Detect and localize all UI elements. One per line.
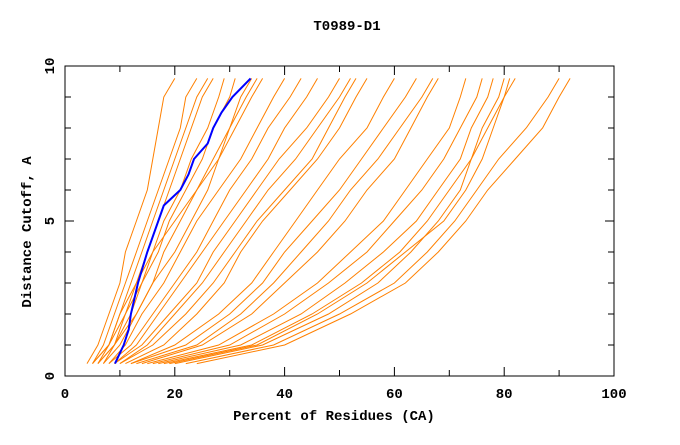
y-tick-label: 0 — [43, 372, 59, 380]
model-line-23 — [174, 78, 511, 365]
model-line-19 — [147, 78, 467, 365]
model-line-14 — [125, 78, 368, 365]
model-line-1 — [86, 78, 176, 364]
highlight-line — [114, 77, 252, 365]
model-line-22 — [163, 78, 505, 365]
model-line-12 — [119, 78, 351, 365]
model-line-10 — [114, 78, 318, 364]
model-line-5 — [102, 78, 225, 364]
x-tick-label: 0 — [61, 387, 69, 403]
x-tick-label: 20 — [166, 387, 183, 403]
y-tick-label: 5 — [43, 217, 59, 225]
model-line-18 — [141, 78, 439, 365]
model-line-8 — [108, 78, 286, 364]
series-layer — [86, 77, 571, 365]
model-line-7 — [103, 78, 258, 364]
model-line-11 — [114, 78, 340, 365]
model-line-15 — [130, 78, 395, 365]
model-line-21 — [158, 78, 494, 365]
model-line-17 — [136, 78, 434, 365]
x-tick-label: 100 — [601, 387, 626, 403]
model-line-16 — [130, 78, 417, 365]
model-line-25 — [196, 78, 571, 365]
model-line-2 — [92, 78, 198, 364]
model-line-13 — [119, 78, 357, 365]
model-line-9 — [108, 78, 302, 364]
model-line-6 — [97, 78, 236, 364]
y-tick-label: 10 — [43, 58, 59, 75]
x-tick-label: 60 — [386, 387, 403, 403]
x-tick-label: 40 — [276, 387, 293, 403]
chart-title: T0989-D1 — [313, 19, 380, 35]
x-tick-label: 80 — [496, 387, 513, 403]
model-line-28 — [92, 78, 264, 364]
model-line-26 — [169, 78, 516, 365]
x-axis-label: Percent of Residues (CA) — [233, 409, 435, 425]
model-line-24 — [185, 78, 560, 365]
y-axis-label: Distance Cutoff, A — [20, 156, 36, 308]
axes: 0 20 40 60 80 100 0 5 10 — [43, 58, 627, 403]
model-line-20 — [152, 78, 483, 365]
